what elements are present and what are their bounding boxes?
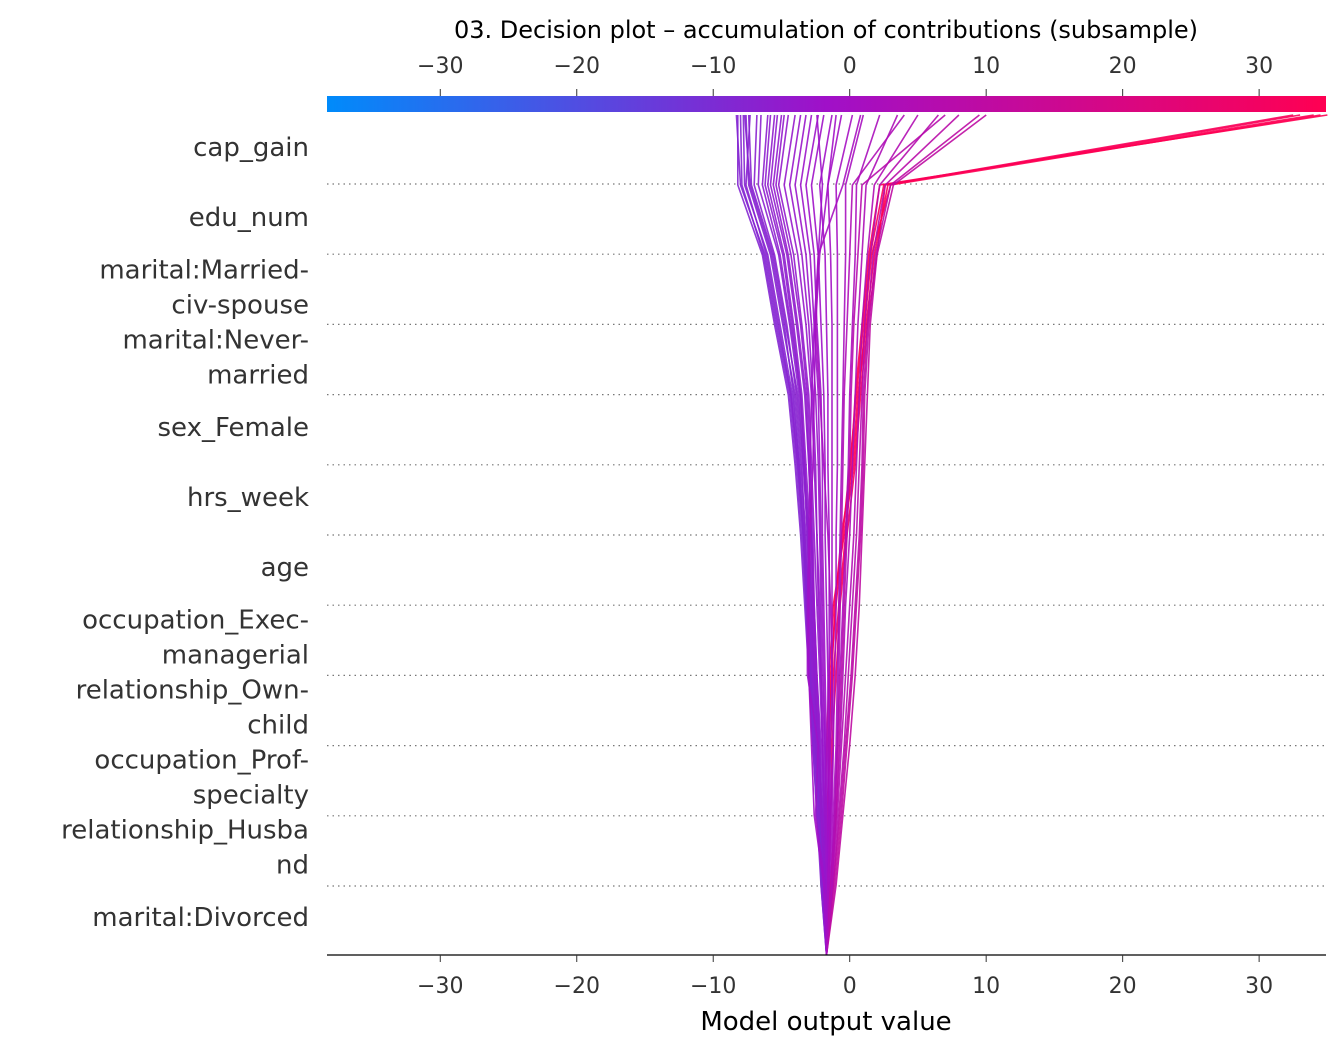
series-line (807, 114, 837, 956)
series-line (825, 114, 854, 956)
feature-label: specialty (193, 781, 309, 811)
series-line (777, 114, 828, 955)
series-line (753, 114, 828, 956)
series-line (736, 115, 828, 956)
feature-label: cap_gain (193, 133, 309, 163)
series-lines (735, 114, 1328, 956)
series-line (769, 114, 828, 956)
series-line (825, 114, 960, 956)
x-tick-label-top: 30 (1245, 54, 1273, 79)
feature-label: marital:Divorced (92, 903, 309, 933)
x-tick-label-bottom: 10 (972, 974, 1000, 999)
feature-label: marital:Married- (99, 256, 309, 286)
x-tick-label-bottom: −30 (417, 974, 463, 999)
x-tick-label-bottom: 20 (1109, 974, 1137, 999)
feature-label: occupation_Exec- (82, 606, 309, 636)
series-line (825, 114, 940, 956)
feature-labels: cap_gain edu_num marital:Married-civ-spous… (61, 133, 309, 933)
feature-label: marital:Never- (122, 326, 309, 356)
x-axis-label: Model output value (700, 1007, 951, 1037)
feature-label: child (247, 711, 309, 741)
feature-label: age (261, 553, 309, 583)
feature-label: nd (276, 851, 309, 881)
series-line (814, 114, 862, 956)
feature-label: occupation_Prof- (94, 746, 309, 776)
feature-label: civ-spouse (171, 291, 309, 321)
x-tick-label-top: −30 (417, 54, 463, 79)
feature-label: relationship_Husba (61, 816, 309, 846)
colorbar (327, 96, 1326, 112)
feature-label: relationship_Own- (76, 676, 309, 706)
x-tick-label-top: 20 (1109, 54, 1137, 79)
x-tick-label-bottom: −20 (554, 974, 600, 999)
series-line (788, 114, 828, 955)
x-tick-label-bottom: 30 (1245, 974, 1273, 999)
feature-label: married (207, 361, 309, 391)
feature-label: sex_Female (158, 413, 309, 443)
series-line (743, 114, 828, 956)
x-tick-label-top: −10 (690, 54, 736, 79)
x-tick-label-bottom: 0 (843, 974, 857, 999)
x-tick-label-top: 0 (843, 54, 857, 79)
axes: −30 −30 −20 −20 −10 −10 0 0 10 10 20 20 30 30 (327, 54, 1326, 999)
series-line (825, 114, 905, 956)
grid (327, 183, 1326, 887)
series-line (805, 114, 829, 956)
series-line (825, 114, 919, 956)
series-line (824, 114, 1301, 956)
x-tick-label-top: 10 (972, 54, 1000, 79)
series-line (825, 114, 980, 956)
series-line (825, 114, 987, 956)
series-line (818, 114, 833, 956)
feature-label: hrs_week (187, 483, 309, 513)
chart-title: 03. Decision plot – accumulation of cont… (454, 16, 1198, 44)
series-line (825, 114, 865, 956)
x-tick-label-top: −20 (554, 54, 600, 79)
series-line (799, 114, 828, 955)
series-line (825, 114, 946, 956)
feature-label: edu_num (189, 203, 309, 233)
series-line (775, 114, 828, 956)
feature-label: managerial (162, 641, 309, 671)
x-tick-label-bottom: −10 (690, 974, 736, 999)
